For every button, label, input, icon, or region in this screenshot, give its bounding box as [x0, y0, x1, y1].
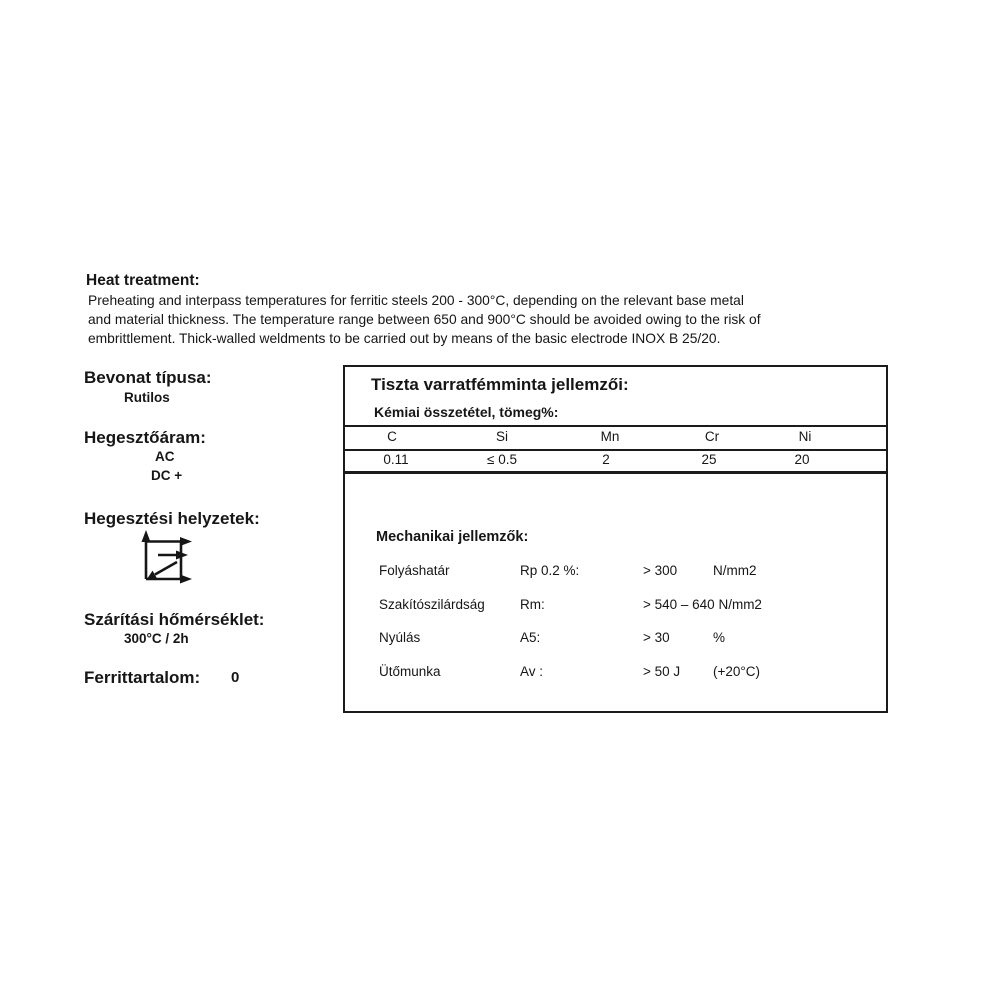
chem-value-si: ≤ 0.5 [487, 452, 517, 467]
ferrite-content-label: Ferrittartalom: [84, 668, 201, 687]
mechanical-row-yield: Folyáshatár Rp 0.2 %: > 300 N/mm2 [345, 563, 886, 583]
coating-type-label: Bevonat típusa: [84, 368, 212, 387]
chem-value-mn: 2 [602, 452, 610, 467]
chem-header-c: C [387, 429, 397, 444]
divider-under-chem-values [345, 471, 886, 474]
mechanical-properties-title: Mechanikai jellemzők: [376, 529, 529, 545]
mech-symbol: Rp 0.2 %: [520, 563, 580, 578]
heat-treatment-heading: Heat treatment: [86, 272, 200, 289]
drying-temperature-value: 300°C / 2h [124, 631, 189, 646]
chem-header-si: Si [495, 429, 509, 444]
heat-treatment-line-3: embrittlement. Thick-walled weldments to… [88, 331, 721, 346]
heat-treatment-line-1: Preheating and interpass temperatures fo… [88, 293, 744, 308]
drying-temperature-label: Szárítási hőmérséklet: [84, 610, 265, 629]
mech-unit: % [713, 630, 726, 645]
mech-unit: N/mm2 [713, 563, 757, 578]
mech-value: > 50 J [643, 664, 681, 679]
chemical-composition-title: Kémiai összetétel, tömeg%: [374, 404, 559, 420]
mech-symbol: Rm: [520, 597, 545, 612]
welding-current-dc: DC + [151, 468, 183, 483]
heat-treatment-line-2: and material thickness. The temperature … [88, 312, 761, 327]
welding-positions-label: Hegesztési helyzetek: [84, 509, 260, 528]
weld-metal-box-title: Tiszta varratfémminta jellemzői: [371, 375, 629, 394]
mech-unit: (+20°C) [713, 664, 761, 679]
welding-current-ac: AC [155, 449, 175, 464]
mechanical-row-elongation: Nyúlás A5: > 30 % [345, 630, 886, 650]
mech-symbol: A5: [520, 630, 541, 645]
mechanical-row-tensile: Szakítószilárdság Rm: > 540 – 640 N/mm2 [345, 597, 886, 617]
welding-positions-icon [141, 530, 192, 584]
mech-name: Folyáshatár [379, 563, 450, 578]
chem-value-cr: 25 [701, 452, 717, 467]
mech-value: > 30 [643, 630, 670, 645]
mech-value: > 540 – 640 N/mm2 [643, 597, 762, 612]
divider-under-chem-header [345, 449, 886, 451]
mechanical-row-impact: Ütőmunka Av : > 50 J (+20°C) [345, 664, 886, 684]
welding-current-label: Hegesztőáram: [84, 428, 206, 447]
ferrite-content-value: 0 [231, 669, 240, 686]
chem-header-cr: Cr [704, 429, 720, 444]
weld-metal-box: Tiszta varratfémminta jellemzői: Kémiai … [343, 365, 888, 713]
mech-name: Nyúlás [379, 630, 421, 645]
divider-under-chem-title [345, 425, 886, 427]
chem-value-c: 0.11 [383, 452, 409, 467]
mech-symbol: Av : [520, 664, 544, 679]
mech-name: Ütőmunka [379, 664, 441, 679]
chem-header-mn: Mn [600, 429, 620, 444]
chem-value-ni: 20 [794, 452, 810, 467]
mech-name: Szakítószilárdság [379, 597, 485, 612]
coating-type-value: Rutilos [124, 390, 170, 405]
chem-header-ni: Ni [798, 429, 812, 444]
mech-value: > 300 [643, 563, 678, 578]
